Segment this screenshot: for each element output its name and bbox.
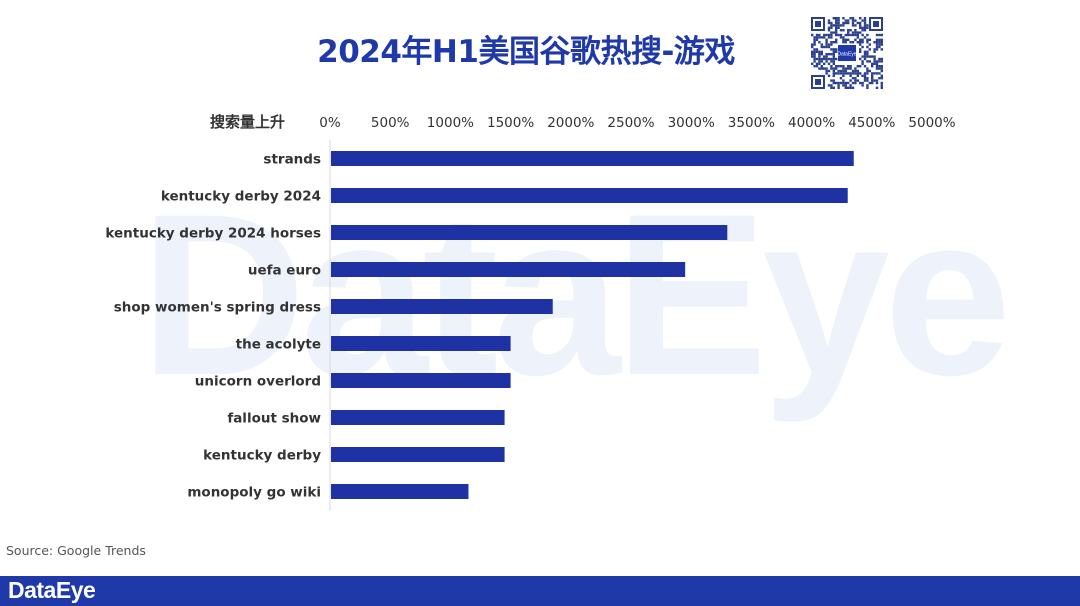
bar (331, 484, 469, 499)
footer-logo: DataEye (8, 577, 96, 603)
category-label: kentucky derby 2024 (161, 189, 321, 205)
category-axis-label: 搜索量上升 (210, 113, 285, 131)
category-label: strands (263, 152, 321, 168)
bar-chart: 搜索量上升 0% 500% 1000% 1500% 2000% 2500% 3000% 350… (105, 113, 956, 510)
footer-bar: DataEye (0, 576, 1080, 606)
category-label: uefa euro (248, 263, 321, 279)
x-tick-label: 500% (371, 115, 410, 131)
category-label: unicorn overlord (195, 374, 321, 390)
category-label: the acolyte (236, 337, 321, 353)
chart-title: 2024年H1美国谷歌热搜-游戏 (317, 34, 735, 70)
qr-code: DataEye (808, 14, 886, 92)
bar (331, 151, 854, 166)
x-tick-label: 1000% (427, 115, 474, 131)
x-tick-label: 0% (319, 115, 341, 131)
source-note: Source: Google Trends (6, 543, 146, 558)
bar (331, 336, 511, 351)
x-tick-label: 3500% (728, 115, 775, 131)
bar (331, 188, 848, 203)
x-tick-label: 2500% (607, 115, 654, 131)
x-tick-label: 4500% (848, 115, 895, 131)
bar (331, 410, 505, 425)
category-label: kentucky derby 2024 horses (105, 226, 321, 242)
category-label: monopoly go wiki (187, 485, 321, 501)
category-label: fallout show (227, 411, 321, 427)
qr-center-logo: DataEye (837, 52, 856, 58)
x-tick-label: 1500% (487, 115, 534, 131)
bar (331, 262, 686, 277)
x-tick-label: 2000% (547, 115, 594, 131)
bar (331, 299, 553, 314)
bar (331, 373, 511, 388)
category-label: kentucky derby (203, 448, 321, 464)
bar (331, 225, 728, 240)
bar (331, 447, 505, 462)
x-tick-label: 4000% (788, 115, 835, 131)
x-tick-label: 3000% (668, 115, 715, 131)
x-tick-label: 5000% (908, 115, 955, 131)
category-label: shop women's spring dress (114, 300, 321, 316)
